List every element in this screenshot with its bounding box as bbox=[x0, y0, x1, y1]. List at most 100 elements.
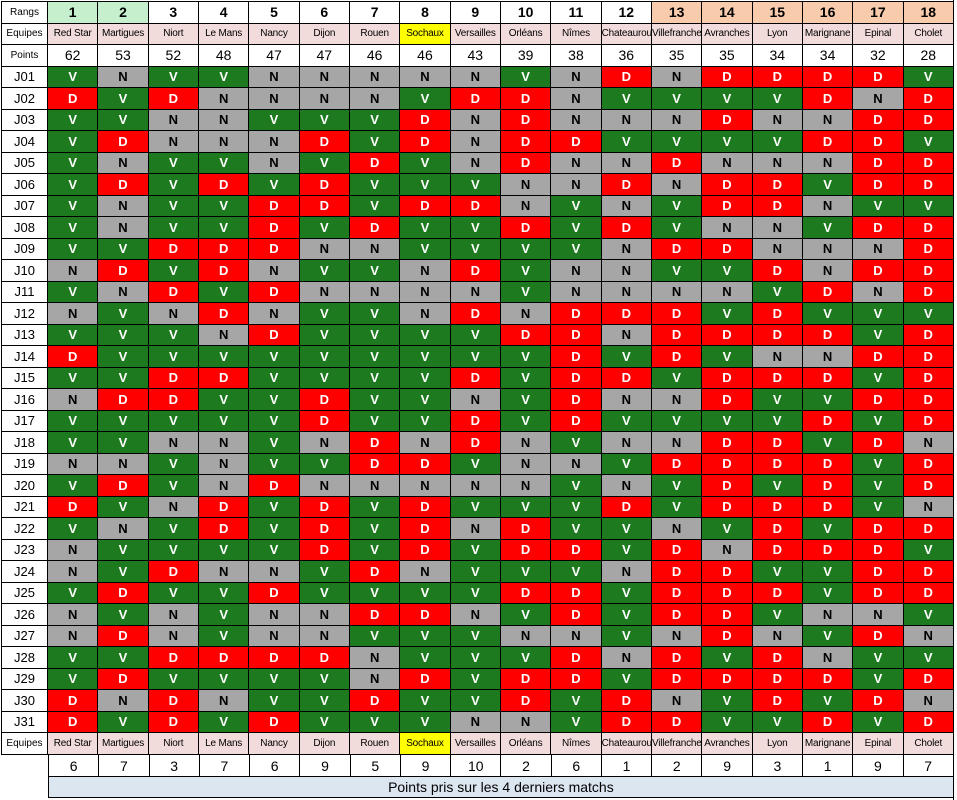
result-cell: V bbox=[902, 538, 954, 561]
last-four-points-cell: 5 bbox=[349, 754, 401, 777]
result-cell: V bbox=[550, 474, 602, 497]
result-cell: N bbox=[298, 237, 350, 260]
result-cell: D bbox=[399, 452, 451, 475]
result-cell: N bbox=[801, 194, 854, 217]
result-cell: N bbox=[399, 431, 451, 454]
matchday-row: J31 D V D V D V V V N N V D D V V D V D bbox=[1, 710, 954, 733]
matchday-row: J26 N V N V N N D D N V D V D D V N N V bbox=[1, 603, 954, 626]
result-cell: D bbox=[801, 366, 854, 389]
result-cell: D bbox=[449, 302, 501, 325]
result-cell: N bbox=[650, 65, 703, 88]
points-cell: 34 bbox=[801, 44, 854, 67]
result-cell: D bbox=[348, 452, 401, 475]
result-cell: V bbox=[348, 388, 401, 411]
result-cell: D bbox=[801, 452, 854, 475]
result-cell: N bbox=[97, 280, 149, 303]
result-cell: V bbox=[298, 689, 350, 712]
result-cell: N bbox=[600, 474, 652, 497]
result-cell: N bbox=[499, 194, 552, 217]
result-cell: D bbox=[701, 366, 753, 389]
result-cell: D bbox=[701, 65, 753, 88]
result-cell: N bbox=[499, 474, 552, 497]
result-cell: D bbox=[197, 173, 250, 196]
result-cell: D bbox=[550, 302, 602, 325]
result-cell: D bbox=[801, 409, 854, 432]
result-cell: N bbox=[197, 689, 250, 712]
result-cell: D bbox=[248, 323, 300, 346]
result-cell: V bbox=[902, 646, 954, 669]
result-cell: V bbox=[701, 87, 753, 110]
last-four-points-cell: 7 bbox=[198, 754, 251, 777]
result-cell: V bbox=[449, 495, 501, 518]
result-cell: D bbox=[902, 388, 954, 411]
matchday-label: J08 bbox=[1, 216, 48, 239]
rank-cell: 10 bbox=[499, 1, 552, 24]
result-cell: V bbox=[550, 710, 602, 733]
matchday-row: J22 V N V D V D V D N D V V N V D V D D bbox=[1, 517, 954, 540]
result-cell: V bbox=[650, 409, 703, 432]
team-name-cell: Nîmes bbox=[550, 22, 602, 45]
rank-cell: 2 bbox=[97, 1, 149, 24]
result-cell: V bbox=[399, 237, 451, 260]
result-cell: V bbox=[248, 667, 300, 690]
result-cell: N bbox=[298, 280, 350, 303]
result-cell: N bbox=[248, 259, 300, 282]
result-cell: N bbox=[751, 151, 803, 174]
result-cell: D bbox=[449, 366, 501, 389]
result-cell: V bbox=[701, 302, 753, 325]
result-cell: D bbox=[902, 237, 954, 260]
result-cell: D bbox=[701, 323, 753, 346]
result-cell: D bbox=[650, 710, 703, 733]
result-cell: V bbox=[197, 667, 250, 690]
result-cell: D bbox=[852, 624, 904, 647]
result-cell: N bbox=[147, 624, 199, 647]
result-cell: N bbox=[902, 495, 954, 518]
result-cell: D bbox=[852, 130, 904, 153]
result-cell: D bbox=[197, 259, 250, 282]
result-cell: D bbox=[701, 624, 753, 647]
team-name-cell: Sochaux bbox=[399, 22, 451, 45]
result-cell: D bbox=[701, 194, 753, 217]
result-cell: V bbox=[399, 345, 451, 368]
result-cell: V bbox=[46, 667, 99, 690]
result-cell: N bbox=[650, 388, 703, 411]
last-four-points-cell: 2 bbox=[500, 754, 552, 777]
team-name-cell: Versailles bbox=[449, 732, 501, 755]
result-cell: V bbox=[449, 646, 501, 669]
result-cell: V bbox=[449, 538, 501, 561]
result-cell: N bbox=[449, 517, 501, 540]
result-cell: D bbox=[399, 495, 451, 518]
result-cell: D bbox=[751, 667, 803, 690]
result-cell: V bbox=[600, 87, 652, 110]
result-cell: V bbox=[46, 130, 99, 153]
team-names-row: Equipes Red Star Martigues Niort Le Mans Nanc… bbox=[1, 22, 954, 45]
result-cell: D bbox=[147, 87, 199, 110]
result-cell: N bbox=[600, 259, 652, 282]
equipes-label: Equipes bbox=[1, 22, 48, 45]
matchday-row: J27 N D N V N N V V V N N V N D N V D N bbox=[1, 624, 954, 647]
result-cell: D bbox=[801, 474, 854, 497]
matchday-label: J25 bbox=[1, 581, 48, 604]
result-cell: V bbox=[600, 345, 652, 368]
matchday-label: J22 bbox=[1, 517, 48, 540]
result-cell: N bbox=[46, 259, 99, 282]
result-cell: V bbox=[852, 710, 904, 733]
result-cell: V bbox=[348, 130, 401, 153]
result-cell: V bbox=[600, 517, 652, 540]
result-cell: N bbox=[550, 624, 602, 647]
result-cell: V bbox=[348, 495, 401, 518]
result-cell: V bbox=[399, 581, 451, 604]
result-cell: N bbox=[97, 689, 149, 712]
matchday-label: J19 bbox=[1, 452, 48, 475]
result-cell: V bbox=[348, 366, 401, 389]
result-cell: N bbox=[147, 431, 199, 454]
result-cell: D bbox=[399, 108, 451, 131]
result-cell: N bbox=[650, 624, 703, 647]
result-cell: D bbox=[852, 151, 904, 174]
result-cell: V bbox=[97, 366, 149, 389]
team-name-cell: Lyon bbox=[751, 732, 803, 755]
result-cell: D bbox=[902, 280, 954, 303]
result-cell: V bbox=[499, 259, 552, 282]
matchday-row: J08 V N V V D V D V V D V D V N N V D D bbox=[1, 216, 954, 239]
result-cell: D bbox=[147, 646, 199, 669]
